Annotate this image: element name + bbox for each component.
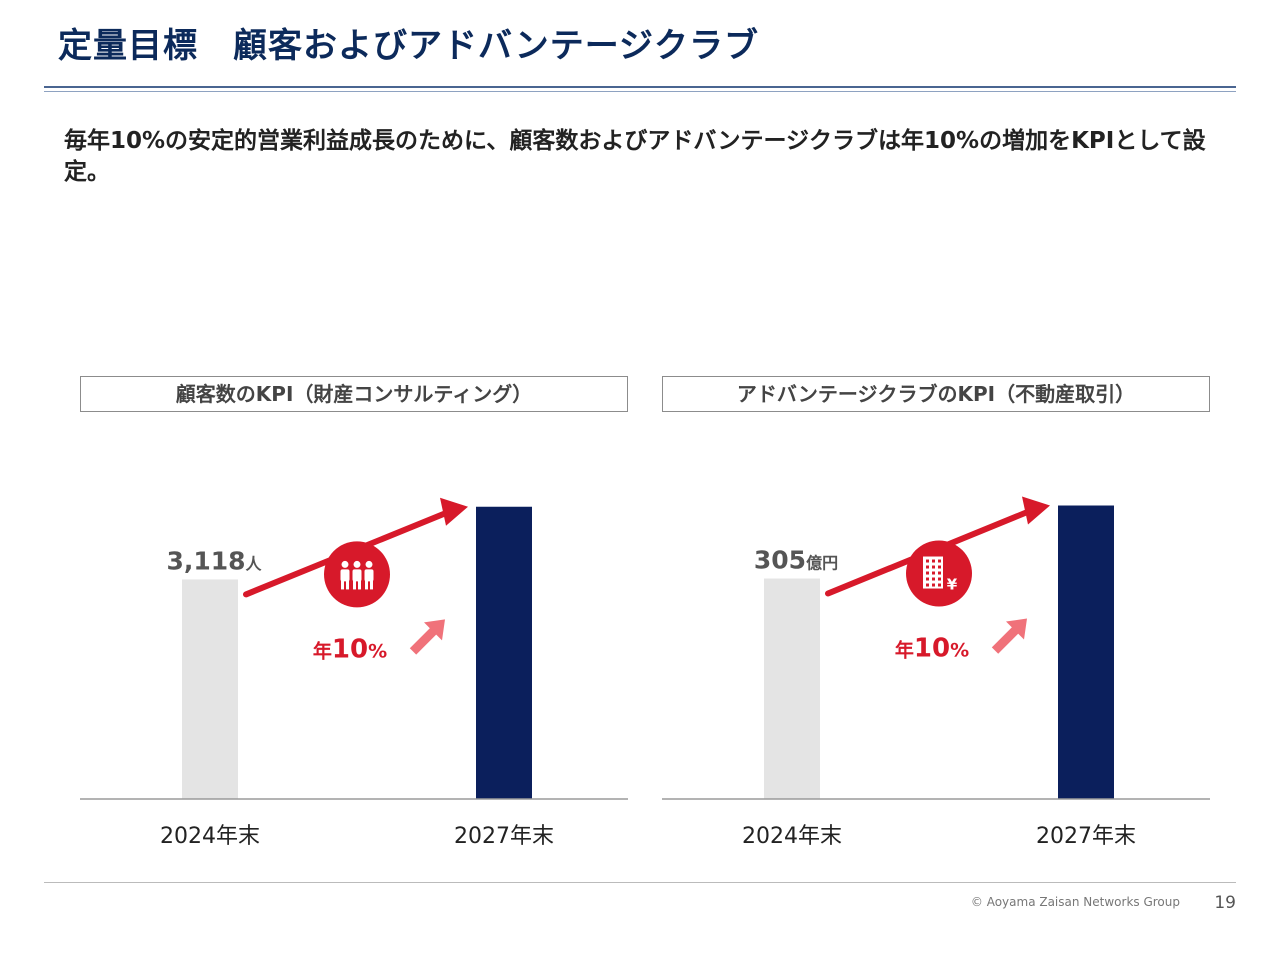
building-window	[938, 577, 941, 581]
x-tick-label: 2024年末	[742, 824, 842, 849]
person-leg	[370, 580, 373, 590]
advantage-club-kpi-chart: 2024年末 2027年末 305億円 ¥ 年10%	[662, 496, 1210, 849]
person-leg	[358, 580, 361, 590]
person-head	[365, 560, 373, 568]
building-window	[926, 583, 929, 587]
building-window	[938, 583, 941, 587]
building-window	[938, 559, 941, 563]
growth-label: 年10%	[313, 634, 387, 664]
building-window	[938, 565, 941, 569]
building-window	[932, 583, 935, 587]
person-head	[341, 560, 349, 568]
bar-2	[476, 506, 532, 799]
person-leg	[341, 580, 344, 590]
kpi-header-advantage-club: アドバンテージクラブのKPI（不動産取引）	[662, 376, 1210, 412]
small-arrow-head	[424, 619, 445, 641]
page-number: 19	[1214, 893, 1236, 913]
person-body	[340, 569, 350, 582]
yen-symbol: ¥	[947, 576, 958, 594]
bar-1	[764, 578, 820, 799]
kpi-header-customers: 顧客数のKPI（財産コンサルティング）	[80, 376, 628, 412]
x-tick-label: 2027年末	[1036, 824, 1136, 849]
people-icon	[340, 560, 374, 590]
title-rule-thin	[44, 91, 1236, 92]
building-window	[932, 571, 935, 575]
small-arrow-line	[991, 625, 1021, 654]
bar-1	[182, 579, 238, 799]
building-window	[932, 577, 935, 581]
person-leg	[353, 580, 356, 590]
customer-kpi-panel: 顧客数のKPI（財産コンサルティング） 2024年末 2027年末 3,118人年1…	[80, 376, 628, 849]
x-tick-label: 2027年末	[454, 824, 554, 849]
person-body	[364, 569, 374, 582]
building-window	[926, 571, 929, 575]
title-rule	[44, 86, 1236, 88]
page-title: 定量目標 顧客およびアドバンテージクラブ	[58, 26, 760, 66]
data-label: 305億円	[754, 546, 838, 575]
footer-rule	[44, 882, 1236, 883]
lead-text: 毎年10%の安定的営業利益成長のために、顧客数およびアドバンテージクラブは年10…	[64, 128, 1206, 185]
building-yen-icon: ¥	[923, 556, 958, 594]
advantage-club-kpi-panel: アドバンテージクラブのKPI（不動産取引） 2024年末 2027年末 305億円 ¥…	[662, 376, 1210, 849]
person-body	[352, 569, 362, 582]
growth-label: 年10%	[895, 634, 969, 664]
building-window	[926, 565, 929, 569]
building-window	[932, 559, 935, 563]
trend-arrow-head	[1022, 496, 1050, 525]
data-label: 3,118人	[166, 546, 262, 575]
building-window	[932, 565, 935, 569]
trend-arrow-head	[440, 497, 468, 526]
small-arrow-head	[1006, 618, 1027, 640]
person-leg	[346, 580, 349, 590]
building-window	[926, 577, 929, 581]
person-leg	[365, 580, 368, 590]
bar-2	[1058, 505, 1114, 799]
x-tick-label: 2024年末	[160, 824, 260, 849]
person-head	[353, 560, 361, 568]
copyright: © Aoyama Zaisan Networks Group	[970, 895, 1180, 909]
small-arrow-line	[409, 626, 439, 655]
building-window	[938, 571, 941, 575]
building-window	[926, 559, 929, 563]
